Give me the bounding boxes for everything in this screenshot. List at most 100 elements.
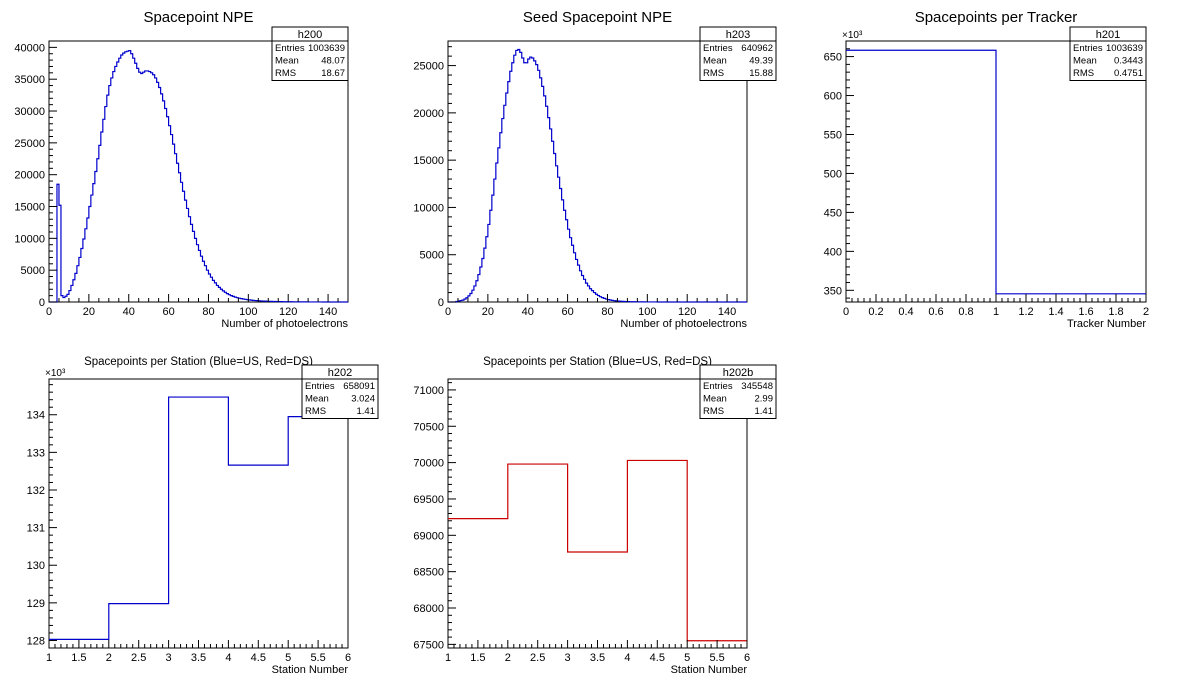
x-tick-label: 40 [123, 306, 135, 318]
y-tick-label: 5000 [420, 250, 444, 262]
y-tick-label: 25000 [413, 61, 444, 73]
stats-row-value: 48.07 [321, 56, 345, 67]
x-tick-label: 0.4 [898, 306, 913, 318]
stats-row-label: Mean [703, 56, 727, 67]
x-tick-label: 80 [202, 306, 214, 318]
x-tick-label: 1.8 [1108, 306, 1123, 318]
stats-row-value: 1.41 [755, 406, 774, 417]
y-tick-label: 650 [824, 52, 842, 64]
x-tick-label: 0 [445, 306, 451, 318]
chart-title: Spacepoints per Tracker [915, 9, 1078, 26]
stats-row-label: Mean [275, 56, 299, 67]
x-axis-label: Number of photoelectrons [620, 318, 747, 330]
histogram-line-h201 [846, 49, 1146, 295]
x-tick-label: 140 [319, 306, 337, 318]
x-axis-label: Number of photoelectrons [221, 318, 348, 330]
x-tick-label: 60 [561, 306, 573, 318]
stats-row-label: RMS [703, 406, 724, 417]
y-tick-label: 10000 [14, 233, 45, 245]
stats-row-value: 49.39 [749, 56, 773, 67]
stats-box-h201: h201 Entries 1003639 Mean 0.3443 RMS 0.4751 [1069, 26, 1147, 81]
y-tick-label: 71000 [413, 385, 444, 397]
x-tick-label: 40 [522, 306, 534, 318]
stats-box-frame [699, 364, 777, 419]
stats-box-h203: h203 Entries 640962 Mean 49.39 RMS 15.88 [699, 26, 777, 81]
stats-box-name: h201 [1096, 29, 1120, 41]
x-tick-label: 3 [166, 652, 172, 664]
stats-box-frame [301, 364, 379, 419]
y-tick-label: 129 [27, 598, 45, 610]
histogram-line-h202b [448, 459, 747, 642]
x-tick-label: 1.6 [1078, 306, 1093, 318]
x-tick-label: 2 [1143, 306, 1149, 318]
chart-title: Spacepoint NPE [143, 9, 253, 26]
histogram-line-h202 [49, 396, 348, 640]
stats-row-label: Mean [305, 394, 329, 405]
y-tick-label: 35000 [14, 74, 45, 86]
x-tick-label: 5 [684, 652, 690, 664]
stats-row-value: 2.99 [755, 394, 774, 405]
y-tick-label: 600 [824, 91, 842, 103]
stats-box-name: h200 [298, 29, 322, 41]
x-tick-label: 1.4 [1048, 306, 1063, 318]
y-tick-label: 132 [27, 485, 45, 497]
x-tick-label: 120 [279, 306, 297, 318]
chart-h203: Seed Spacepoint NPE 0 20 40 60 80 100 120 140 0 50… [413, 9, 777, 330]
chart-h202: Spacepoints per Station (Blue=US, Red=DS… [27, 356, 379, 676]
x-tick-label: 4.5 [650, 652, 665, 664]
x-axis-label: Tracker Number [1067, 318, 1146, 330]
stats-row-label: Entries [1073, 43, 1103, 54]
stats-row-label: Mean [703, 394, 727, 405]
x-tick-label: 20 [83, 306, 95, 318]
x-tick-label: 1 [46, 652, 52, 664]
x-tick-label: 4 [225, 652, 231, 664]
stats-row-value: 3.024 [351, 394, 375, 405]
stats-box-name: h202 [328, 367, 352, 379]
x-tick-label: 2.5 [530, 652, 545, 664]
y-exponent-label: ×10³ [842, 30, 863, 41]
stats-row-label: RMS [305, 406, 326, 417]
x-tick-label: 6 [744, 652, 750, 664]
y-tick-label: 69500 [413, 494, 444, 506]
histogram-line-h200 [49, 49, 348, 303]
y-tick-label: 5000 [21, 265, 45, 277]
y-tick-label: 450 [824, 207, 842, 219]
x-tick-label: 100 [239, 306, 257, 318]
y-tick-label: 0 [39, 297, 45, 309]
y-tick-label: 350 [824, 285, 842, 297]
chart-h202b: Spacepoints per Station (Blue=US, Red=DS… [413, 356, 777, 676]
x-tick-label: 5.5 [709, 652, 724, 664]
y-tick-label: 400 [824, 246, 842, 258]
stats-row-value: 0.4751 [1114, 68, 1143, 79]
x-tick-label: 5.5 [310, 652, 325, 664]
y-tick-label: 67500 [413, 639, 444, 651]
x-tick-label: 3 [565, 652, 571, 664]
y-tick-label: 134 [27, 410, 45, 422]
stats-row-label: Entries [305, 381, 335, 392]
x-tick-label: 1 [445, 652, 451, 664]
stats-box-frame [699, 26, 777, 81]
y-tick-label: 40000 [14, 42, 45, 54]
stats-box-name: h202b [723, 367, 754, 379]
stats-row-value: 1003639 [1106, 43, 1143, 54]
x-tick-label: 2 [106, 652, 112, 664]
stats-row-value: 15.88 [749, 68, 773, 79]
y-tick-label: 20000 [413, 108, 444, 120]
stats-row-value: 18.67 [321, 68, 345, 79]
stats-row-value: 0.3443 [1114, 56, 1143, 67]
x-axis-label: Station Number [272, 664, 349, 676]
y-tick-label: 0 [438, 297, 444, 309]
stats-row-label: RMS [1073, 68, 1094, 79]
stats-row-label: Entries [275, 43, 305, 54]
stats-row-label: Mean [1073, 56, 1097, 67]
x-tick-label: 0.6 [928, 306, 943, 318]
y-tick-label: 68000 [413, 603, 444, 615]
chart-h200: Spacepoint NPE 0 20 40 60 80 100 120 140 0 5000 100… [14, 9, 349, 330]
y-tick-label: 128 [27, 635, 45, 647]
x-tick-label: 1.2 [1018, 306, 1033, 318]
y-tick-label: 68500 [413, 567, 444, 579]
stats-row-value: 640962 [741, 43, 773, 54]
stats-row-value: 1003639 [308, 43, 345, 54]
y-tick-label: 20000 [14, 170, 45, 182]
